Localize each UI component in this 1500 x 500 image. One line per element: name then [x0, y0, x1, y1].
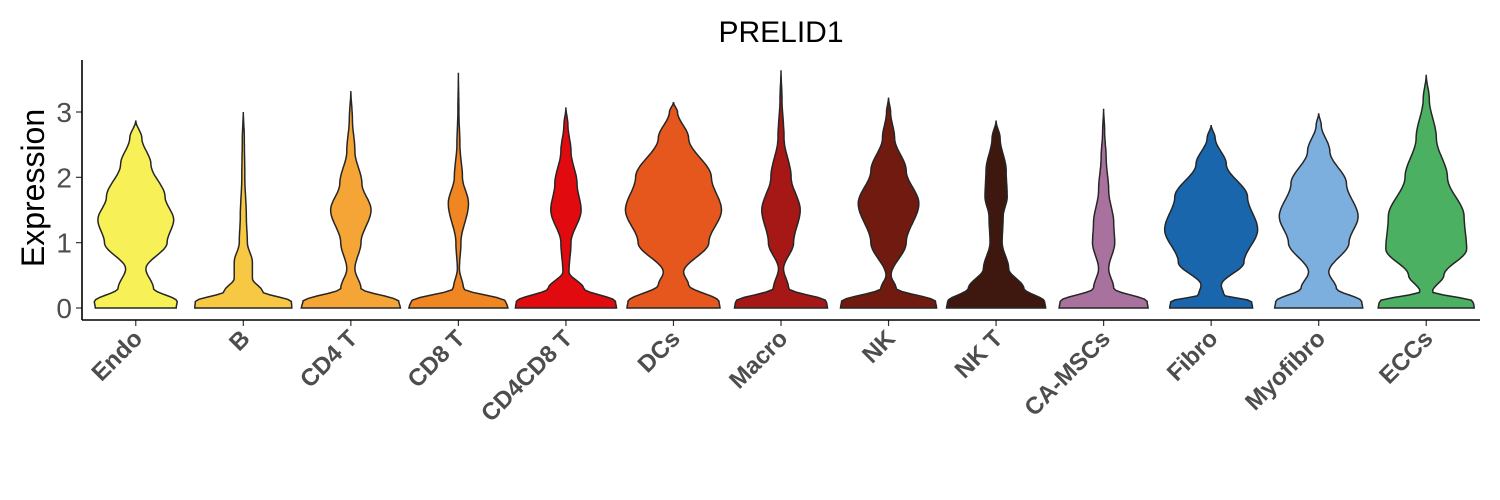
x-tick-label: NK T	[950, 325, 1009, 384]
x-tick-label: CA-MSCs	[1019, 325, 1115, 421]
y-tick-label: 2	[56, 162, 72, 193]
x-tick-label: DCs	[633, 325, 686, 378]
violin-nk-t	[945, 120, 1047, 309]
violin-myofibro	[1273, 113, 1364, 309]
x-tick-label: B	[224, 325, 255, 356]
y-tick-label: 3	[56, 97, 72, 128]
violin-b	[194, 112, 293, 309]
violin-ca-mscs	[1058, 108, 1149, 309]
x-tick-label: CD4 T	[295, 325, 363, 393]
violin-group	[93, 70, 1476, 309]
y-axis-ticks: 0 1 2 3	[56, 97, 82, 324]
violin-cd8-t	[407, 72, 509, 309]
x-tick-label: Myofibro	[1240, 325, 1331, 416]
violin-cd4-t	[300, 91, 402, 309]
x-tick-label: Endo	[86, 325, 148, 387]
x-tick-label: Fibro	[1162, 325, 1224, 387]
x-axis-ticks: Endo B CD4 T CD8 T CD4CD8 T DCs Macro NK NK T CA-…	[86, 320, 1438, 427]
y-tick-label: 0	[56, 293, 72, 324]
x-tick-label: Macro	[724, 325, 793, 394]
violin-nk	[839, 97, 938, 309]
x-tick-label: ECCs	[1374, 325, 1438, 389]
violin-fibro	[1163, 124, 1259, 309]
violin-cd4cd8-t	[514, 107, 618, 309]
x-tick-label: NK	[857, 325, 901, 369]
x-tick-label: CD4CD8 T	[476, 325, 578, 427]
violin-macro	[733, 70, 829, 309]
violin-eccs	[1377, 74, 1476, 309]
y-tick-label: 1	[56, 228, 72, 259]
violin-dcs	[624, 102, 723, 309]
violin-endo	[93, 120, 178, 309]
x-tick-label: CD8 T	[403, 325, 471, 393]
chart-title: PRELID1	[718, 16, 843, 49]
y-axis-label: Expression	[15, 109, 51, 267]
